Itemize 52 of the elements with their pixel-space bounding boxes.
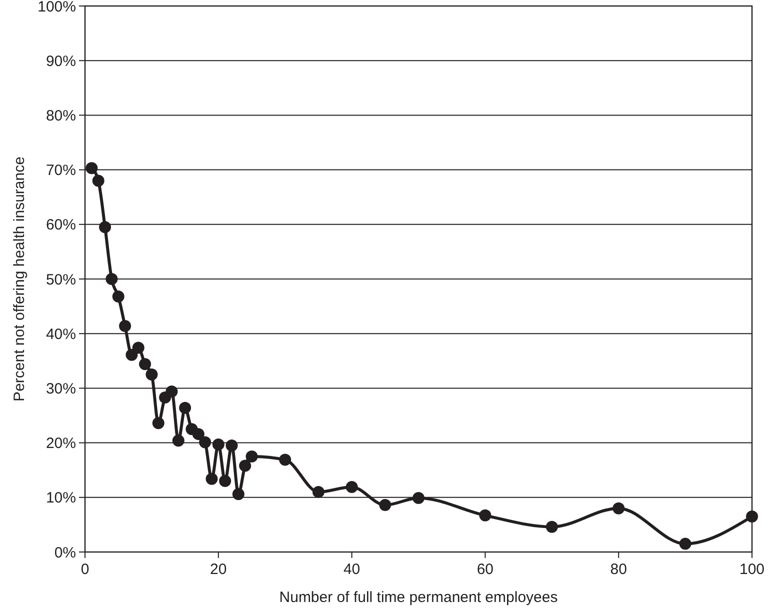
point — [86, 162, 98, 174]
x-tick-label: 20 — [210, 561, 227, 578]
point — [106, 273, 118, 285]
point — [212, 438, 224, 450]
point — [279, 454, 292, 466]
point — [119, 320, 132, 332]
y-tick-label: 60% — [46, 216, 76, 234]
point — [139, 358, 152, 370]
x-tick-label: 40 — [343, 561, 360, 578]
point — [192, 428, 204, 440]
y-tick-label: 30% — [46, 380, 76, 398]
point — [199, 436, 212, 448]
point — [232, 488, 244, 500]
point — [346, 481, 358, 494]
point — [166, 385, 178, 398]
y-tick-label: 90% — [46, 52, 76, 70]
point — [206, 472, 218, 485]
x-tick-label: 0 — [80, 561, 90, 578]
point — [92, 174, 104, 187]
point — [246, 450, 258, 462]
point — [112, 290, 124, 302]
y-tick-label: 40% — [46, 326, 76, 343]
point — [179, 402, 192, 414]
x-tick-label: 60 — [476, 561, 494, 578]
point — [99, 221, 112, 234]
y-tick-label: 100% — [38, 0, 76, 16]
point — [479, 509, 492, 522]
y-tick-label: 80% — [46, 107, 76, 124]
y-tick-label: 50% — [46, 271, 76, 288]
x-tick-label: 80 — [610, 561, 627, 578]
point — [612, 502, 625, 514]
point — [152, 417, 164, 430]
x-tick-label: 100 — [739, 561, 765, 578]
point — [679, 538, 692, 550]
point — [412, 492, 424, 504]
point — [226, 440, 238, 452]
point — [146, 368, 158, 381]
y-tick-label: 10% — [46, 490, 76, 507]
point — [132, 342, 144, 354]
point — [379, 499, 392, 512]
x-axis-title: Number of full time permanent employees — [279, 589, 558, 606]
y-tick-label: 0% — [54, 544, 76, 562]
point — [312, 486, 324, 498]
y-tick-label: 70% — [46, 162, 76, 180]
point — [239, 460, 252, 472]
y-axis-title: Percent not offering health insurance — [11, 156, 28, 402]
point — [219, 475, 232, 488]
y-tick-label: 20% — [46, 435, 76, 452]
point — [126, 348, 138, 361]
point — [172, 434, 184, 447]
point — [546, 520, 558, 533]
point — [746, 510, 758, 523]
